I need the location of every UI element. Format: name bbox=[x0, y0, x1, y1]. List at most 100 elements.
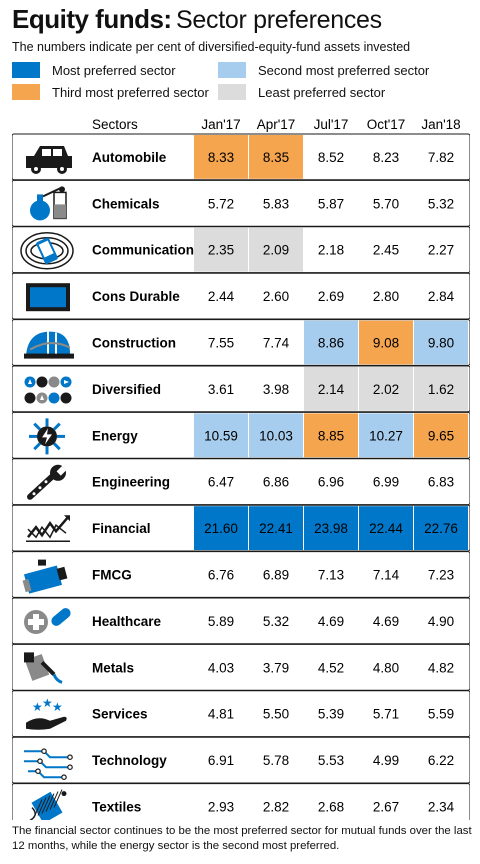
title-rest: Sector preferences bbox=[176, 6, 382, 34]
value-cell: 6.83 bbox=[428, 475, 454, 490]
chart-subtitle: The numbers indicate per cent of diversi… bbox=[12, 40, 411, 54]
value-cell: 2.82 bbox=[263, 800, 289, 815]
flask-icon bbox=[30, 186, 67, 221]
sectors-header: Sectors bbox=[92, 117, 138, 132]
value-cell: 4.90 bbox=[428, 614, 454, 629]
value-cell: 5.32 bbox=[428, 196, 454, 211]
value-cell: 5.89 bbox=[208, 614, 234, 629]
title-bold: Equity funds: bbox=[12, 4, 172, 34]
value-cell: 4.99 bbox=[373, 753, 399, 768]
legend-swatch-least bbox=[218, 84, 246, 100]
value-cell: 3.79 bbox=[263, 660, 289, 675]
sector-name: Construction bbox=[92, 336, 176, 351]
row-border bbox=[12, 179, 470, 227]
shapes-icon bbox=[24, 376, 72, 404]
column-header: Jul'17 bbox=[314, 117, 349, 132]
value-cell: 2.35 bbox=[208, 243, 234, 258]
table-row: Construction 7.55 7.74 8.86 9.08 9.80 bbox=[12, 319, 470, 366]
value-cell: 6.89 bbox=[263, 568, 289, 583]
value-cell: 5.78 bbox=[263, 753, 289, 768]
table-row: FMCG 6.76 6.89 7.13 7.14 7.23 bbox=[12, 551, 470, 598]
table-row: Cons Durable 2.44 2.60 2.69 2.80 2.84 bbox=[12, 272, 470, 320]
legend-label-least: Least preferred sector bbox=[258, 84, 386, 100]
value-cell: 2.84 bbox=[428, 289, 455, 304]
value-cell: 22.76 bbox=[424, 521, 458, 536]
row-border bbox=[12, 458, 470, 506]
svg-text:★: ★ bbox=[52, 700, 63, 714]
value-cell: 23.98 bbox=[314, 521, 348, 536]
value-cell: 2.09 bbox=[263, 243, 289, 258]
table-row: Textiles 2.93 2.82 2.68 2.67 2.34 bbox=[12, 783, 470, 820]
legend-label-most: Most preferred sector bbox=[52, 62, 176, 78]
value-cell: 7.13 bbox=[318, 568, 344, 583]
value-cell: 2.14 bbox=[318, 382, 345, 397]
value-cell: 7.74 bbox=[263, 336, 290, 351]
value-cell: 2.44 bbox=[208, 289, 235, 304]
value-cell: 10.27 bbox=[369, 428, 403, 443]
highlight-cell bbox=[249, 506, 303, 550]
chart-title: Equity funds: Sector preferences bbox=[12, 4, 382, 35]
value-cell: 2.27 bbox=[428, 243, 454, 258]
value-cell: 8.86 bbox=[318, 336, 344, 351]
highlight-cell bbox=[304, 367, 358, 411]
phone-signal-icon bbox=[20, 232, 74, 270]
value-cell: 10.03 bbox=[259, 428, 293, 443]
table-row: Diversified 3.61 3.98 2.14 2.02 1.62 bbox=[12, 365, 470, 413]
tube-icon bbox=[22, 559, 68, 594]
sector-name: Communication bbox=[92, 243, 194, 258]
row-border bbox=[12, 597, 470, 645]
highlight-cell bbox=[194, 506, 248, 550]
value-cell: 9.08 bbox=[373, 336, 399, 351]
sector-name: Services bbox=[92, 707, 148, 722]
value-cell: 2.45 bbox=[373, 243, 399, 258]
legend-label-third: Third most preferred sector bbox=[52, 84, 209, 100]
sector-name: Healthcare bbox=[92, 614, 162, 629]
sector-name: Financial bbox=[92, 521, 151, 536]
value-cell: 6.22 bbox=[428, 753, 454, 768]
value-cell: 5.50 bbox=[263, 707, 289, 722]
value-cell: 2.18 bbox=[318, 243, 344, 258]
highlight-cell bbox=[414, 506, 468, 550]
value-cell: 4.82 bbox=[428, 660, 454, 675]
value-cell: 9.80 bbox=[428, 336, 454, 351]
value-cell: 22.44 bbox=[369, 521, 403, 536]
legend-swatch-third bbox=[12, 84, 40, 100]
value-cell: 5.71 bbox=[373, 707, 399, 722]
highlight-cell bbox=[249, 227, 303, 272]
value-cell: 8.33 bbox=[208, 150, 234, 165]
highlight-cell bbox=[304, 506, 358, 550]
value-cell: 8.23 bbox=[373, 150, 399, 165]
value-cell: 7.82 bbox=[428, 150, 454, 165]
car-icon bbox=[26, 146, 72, 174]
table-row: ★ ★ ★ Services 4.81 5.50 5.39 5.71 5.59 bbox=[12, 690, 470, 738]
highlight-cell bbox=[359, 367, 413, 411]
legend-label-second: Second most preferred sector bbox=[258, 62, 430, 78]
hand-stars-icon: ★ ★ ★ bbox=[26, 696, 67, 730]
table-row: Financial 21.60 22.41 23.98 22.44 22.76 bbox=[12, 504, 470, 552]
highlight-cell bbox=[359, 413, 413, 458]
value-cell: 22.41 bbox=[259, 521, 293, 536]
sector-name: Engineering bbox=[92, 475, 170, 490]
value-cell: 7.23 bbox=[428, 568, 454, 583]
value-cell: 7.55 bbox=[208, 336, 234, 351]
svg-text:★: ★ bbox=[42, 696, 53, 710]
value-cell: 2.02 bbox=[373, 382, 399, 397]
sector-name: Chemicals bbox=[92, 196, 160, 211]
value-cell: 4.52 bbox=[318, 660, 344, 675]
sector-name: Energy bbox=[92, 428, 138, 443]
value-cell: 2.60 bbox=[263, 289, 289, 304]
value-cell: 6.99 bbox=[373, 475, 399, 490]
value-cell: 8.35 bbox=[263, 150, 289, 165]
highlight-cell bbox=[414, 367, 468, 411]
highlight-cell bbox=[249, 413, 303, 458]
footnote: The financial sector continues to be the… bbox=[12, 825, 472, 852]
legend-swatch-most bbox=[12, 62, 40, 78]
sector-name: Technology bbox=[92, 753, 167, 768]
value-cell: 2.68 bbox=[318, 800, 344, 815]
row-border bbox=[12, 272, 470, 320]
table-row: Technology 6.91 5.78 5.53 4.99 6.22 bbox=[12, 736, 470, 784]
value-cell: 9.65 bbox=[428, 428, 454, 443]
sector-table: Sectors Jan'17 Apr'17 Jul'17 Oct'17 Jan'18Aut… bbox=[12, 117, 470, 820]
value-cell: 6.47 bbox=[208, 475, 234, 490]
highlight-cell bbox=[194, 413, 248, 458]
